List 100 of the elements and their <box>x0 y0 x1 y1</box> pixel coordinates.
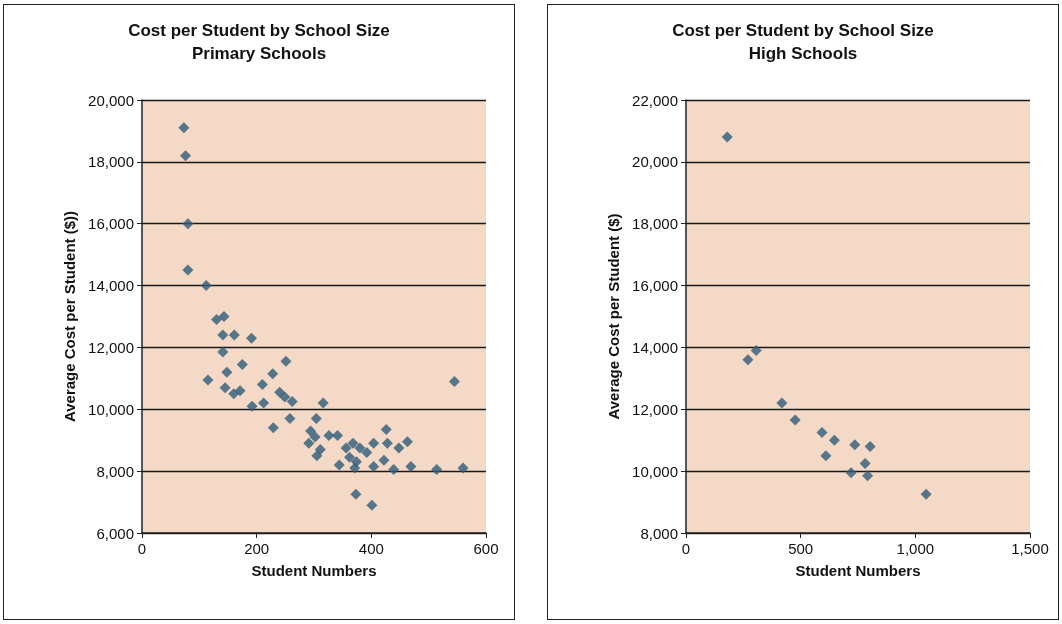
point <box>219 382 231 394</box>
x-tick-label: 200 <box>244 540 270 557</box>
point <box>920 488 932 500</box>
y-tick-label: 16,000 <box>632 277 678 295</box>
point <box>280 355 292 367</box>
x-axis-title: Student Numbers <box>795 562 921 579</box>
point <box>405 461 417 472</box>
point <box>789 414 801 426</box>
y-axis-title: Average Cost per Student ($) <box>605 213 623 420</box>
chart-subtitle: High Schools <box>748 44 858 63</box>
point <box>246 400 258 412</box>
point <box>221 366 233 378</box>
y-tick-label: 16,000 <box>88 215 134 233</box>
point <box>236 358 248 370</box>
point <box>820 450 832 462</box>
point <box>448 375 460 387</box>
point <box>431 464 443 476</box>
x-tick-label: 1,000 <box>896 540 935 557</box>
y-tick-label: 14,000 <box>632 338 678 356</box>
point <box>286 396 298 408</box>
point <box>182 218 194 230</box>
point <box>350 488 362 500</box>
point <box>344 451 356 463</box>
point <box>361 447 373 459</box>
y-tick-label: 6,000 <box>96 524 134 542</box>
point <box>393 442 405 454</box>
point <box>228 329 240 341</box>
x-axis-title: Student Numbers <box>251 562 377 579</box>
point <box>217 346 229 358</box>
y-tick-label: 8,000 <box>96 462 134 480</box>
point <box>217 329 229 341</box>
point <box>180 150 192 162</box>
point <box>274 386 286 398</box>
chart-subtitle: Primary Schools <box>191 44 327 63</box>
point <box>246 332 258 344</box>
point <box>354 442 366 454</box>
point <box>340 442 352 454</box>
y-tick-label: 22,000 <box>632 91 678 109</box>
y-axis-title: Average Cost per Student ($)) <box>61 210 79 423</box>
point <box>864 440 876 452</box>
point <box>862 470 874 482</box>
point <box>267 368 279 380</box>
point <box>368 437 380 449</box>
point <box>267 422 279 434</box>
y-tick-label: 10,000 <box>88 400 134 418</box>
point <box>202 374 214 386</box>
x-tick-label: 600 <box>473 540 499 557</box>
x-tick-label: 0 <box>137 540 147 557</box>
y-tick-label: 8,000 <box>640 524 678 542</box>
point <box>309 431 321 443</box>
point <box>182 264 194 276</box>
point <box>333 459 345 471</box>
point <box>349 462 361 474</box>
point <box>323 430 335 442</box>
y-tick-label: 12,000 <box>632 400 678 418</box>
point <box>332 430 344 442</box>
x-tick-label: 0 <box>681 540 691 557</box>
point <box>845 467 857 479</box>
y-tick-label: 14,000 <box>88 277 134 295</box>
point <box>388 464 400 476</box>
point <box>849 439 861 451</box>
point <box>258 397 270 409</box>
point <box>347 437 359 449</box>
x-tick-label: 500 <box>788 540 814 557</box>
chart-title: Cost per Student by School Size <box>128 21 390 40</box>
point <box>310 413 322 425</box>
point <box>368 461 380 472</box>
x-tick-label: 1,500 <box>1011 540 1049 557</box>
point <box>303 437 315 449</box>
y-tick-label: 12,000 <box>88 338 134 356</box>
point <box>178 122 190 134</box>
point <box>256 379 268 391</box>
point <box>742 354 754 366</box>
point <box>311 450 323 462</box>
point <box>828 434 840 446</box>
y-tick-label: 18,000 <box>88 153 134 171</box>
chart-title: Cost per Student by School Size <box>672 21 934 40</box>
point <box>380 423 392 435</box>
point <box>366 499 378 511</box>
point <box>279 391 291 403</box>
point <box>378 454 390 466</box>
point <box>816 426 828 438</box>
point <box>305 425 317 437</box>
point <box>211 314 223 326</box>
point <box>381 437 393 449</box>
point <box>234 385 246 397</box>
point <box>218 311 230 322</box>
point <box>750 345 762 357</box>
point <box>200 280 212 292</box>
y-tick-label: 20,000 <box>88 91 134 109</box>
point <box>457 462 469 474</box>
y-tick-label: 18,000 <box>632 215 678 233</box>
point <box>317 397 329 409</box>
y-tick-label: 10,000 <box>632 462 678 480</box>
point <box>859 457 871 469</box>
point <box>401 436 413 448</box>
point <box>776 397 788 409</box>
point <box>284 413 296 425</box>
x-tick-label: 400 <box>358 540 384 557</box>
point <box>721 131 733 143</box>
